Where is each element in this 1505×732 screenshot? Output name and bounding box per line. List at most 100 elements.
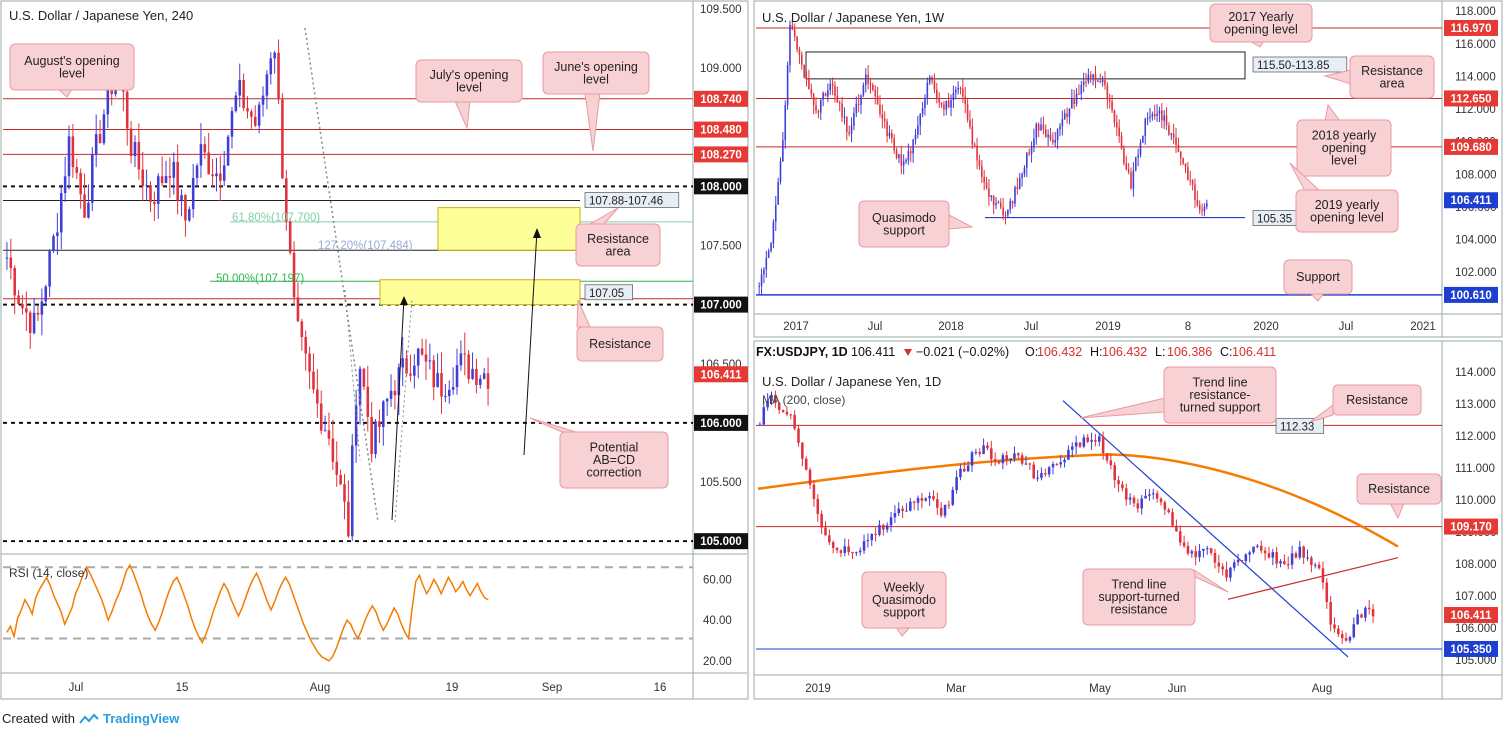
- h4-chart-panel: 109.500109.000108.500108.000107.500107.0…: [0, 0, 749, 700]
- weekly-candle: [1097, 78, 1099, 82]
- weekly-candle: [943, 101, 945, 117]
- h4-candle: [79, 168, 82, 209]
- weekly-candle: [891, 129, 893, 144]
- h4-candle: [281, 93, 284, 180]
- y-tick-label: 107.500: [700, 240, 742, 252]
- weekly-candle: [1125, 155, 1128, 171]
- daily-candle: [1059, 454, 1062, 468]
- weekly-candle: [1108, 93, 1111, 109]
- weekly-candle: [1092, 73, 1094, 86]
- svg-text:107.000: 107.000: [700, 300, 742, 312]
- svg-text:106.000: 106.000: [700, 418, 742, 430]
- weekly-candle: [909, 146, 912, 162]
- weekly-candle: [990, 194, 993, 202]
- credit-footer: Created with TradingView: [2, 711, 179, 726]
- y-tick-label: 109.000: [700, 63, 742, 75]
- weekly-candle: [1044, 124, 1047, 138]
- h4-candle: [91, 147, 94, 212]
- h4-candle: [207, 132, 210, 175]
- daily-candle: [947, 500, 951, 509]
- y-tick-label: 116.000: [1455, 39, 1496, 51]
- daily-candle: [1221, 563, 1224, 576]
- daily-candle: [1175, 519, 1178, 532]
- weekly-candle: [793, 23, 796, 42]
- daily-candle: [1094, 433, 1097, 447]
- svg-text:Weekly: Weekly: [884, 581, 926, 595]
- svg-text:108.740: 108.740: [700, 94, 742, 106]
- svg-text:O:: O:: [1025, 345, 1038, 359]
- weekly-candle: [1191, 179, 1194, 191]
- ma-label: MA (200, close): [762, 393, 845, 407]
- tradingview-brand[interactable]: TradingView: [102, 711, 180, 726]
- weekly-candle: [1187, 162, 1189, 181]
- weekly-candle: [1080, 80, 1083, 101]
- fib-label: 61.80%(107.700): [232, 212, 320, 224]
- daily-candle: [1310, 555, 1313, 573]
- weekly-candle: [881, 104, 884, 129]
- weekly-candle: [827, 83, 829, 102]
- legend-symbol: FX:USDJPY, 1D: [756, 345, 848, 359]
- weekly-candle: [971, 118, 974, 149]
- weekly-candle: [779, 157, 782, 185]
- daily-candle: [993, 452, 997, 466]
- h4-candle: [87, 184, 90, 219]
- daily-candle: [916, 495, 920, 511]
- daily-candle: [777, 402, 781, 414]
- h4-candle: [479, 375, 482, 389]
- h4-candle: [428, 343, 432, 370]
- h4-candle: [5, 242, 9, 270]
- weekly-candle: [789, 20, 791, 73]
- weekly-candle: [1111, 94, 1113, 113]
- daily-candle: [781, 409, 785, 414]
- x-tick-label: Aug: [310, 682, 330, 694]
- daily-candle: [943, 504, 947, 519]
- weekly-candle: [938, 92, 940, 108]
- svg-text:Resistance: Resistance: [589, 337, 651, 351]
- weekly-candle: [921, 101, 924, 118]
- weekly-candle: [1146, 112, 1149, 126]
- daily-candle: [1090, 432, 1093, 450]
- weekly-candle: [1049, 127, 1052, 142]
- daily-candle: [831, 540, 835, 554]
- h4-candle: [141, 152, 145, 201]
- zone-label: 107.88-107.46: [584, 192, 680, 208]
- svg-text:108.000: 108.000: [700, 181, 742, 193]
- svg-text:108.480: 108.480: [700, 125, 742, 137]
- h4-title: U.S. Dollar / Japanese Yen, 240: [9, 8, 193, 23]
- y-tick-label: 102.000: [1455, 267, 1497, 279]
- daily-candle: [963, 461, 966, 473]
- svg-text:resistance-: resistance-: [1189, 388, 1250, 402]
- weekly-candle: [774, 196, 777, 232]
- daily-candle: [1225, 561, 1228, 582]
- weekly-candle: [1142, 135, 1144, 144]
- weekly-candle: [862, 82, 865, 98]
- weekly-candle: [1172, 123, 1175, 145]
- weekly-candle: [931, 75, 933, 85]
- weekly-candle: [954, 86, 957, 100]
- svg-text:level: level: [456, 80, 482, 94]
- tradingview-logo-icon[interactable]: [79, 713, 99, 725]
- daily-candle: [1240, 559, 1244, 563]
- h4-candle: [25, 291, 28, 332]
- legend-low: 106.386: [1167, 345, 1212, 359]
- svg-text:July's opening: July's opening: [430, 68, 509, 82]
- daily-candle: [851, 551, 854, 560]
- h4-candle: [52, 233, 55, 253]
- daily-candle: [1005, 451, 1009, 466]
- weekly-candle: [1085, 72, 1087, 88]
- daily-candle: [1028, 462, 1032, 470]
- weekly-candle: [1047, 129, 1049, 147]
- weekly-candle: [914, 128, 917, 145]
- daily-legend-line: FX:USDJPY, 1D 106.411 −0.021 (−0.02%) O:106…: [756, 345, 1276, 359]
- weekly-candle: [1059, 122, 1061, 137]
- h4-candle: [327, 412, 331, 446]
- svg-text:100.610: 100.610: [1450, 290, 1492, 302]
- daily-candle: [959, 464, 962, 481]
- weekly-candle: [959, 86, 962, 95]
- price-badge: 106.411: [694, 366, 748, 383]
- weekly-candle: [770, 241, 772, 253]
- daily-candle: [847, 539, 850, 556]
